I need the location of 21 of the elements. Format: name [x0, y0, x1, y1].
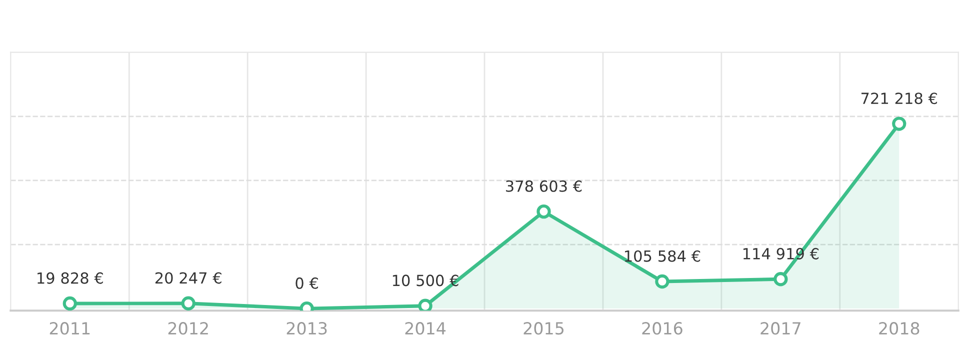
- x-tick-label: 2012: [168, 322, 208, 335]
- x-tick-label: 2016: [642, 322, 682, 335]
- x-tick-label: 2013: [286, 322, 327, 335]
- x-tick-label: 2014: [405, 322, 446, 335]
- x-tick-label: 2017: [760, 322, 800, 335]
- point: [892, 116, 906, 131]
- point: [774, 272, 788, 286]
- data-label: 378 603 €: [506, 180, 582, 192]
- point: [655, 274, 670, 289]
- point: [62, 296, 77, 311]
- data-label: 20 247 €: [155, 272, 222, 284]
- point: [536, 204, 551, 219]
- x-tick-label: 2011: [50, 322, 90, 335]
- point: [418, 298, 432, 311]
- data-label: 105 584 €: [625, 250, 700, 262]
- point: [181, 296, 196, 310]
- data-label: 721 218 €: [862, 92, 937, 104]
- data-label: 0 €: [296, 277, 318, 289]
- x-tick-label: 2015: [524, 322, 564, 335]
- x-tick-label: 2018: [879, 322, 920, 335]
- data-label: 19 828 €: [38, 272, 103, 284]
